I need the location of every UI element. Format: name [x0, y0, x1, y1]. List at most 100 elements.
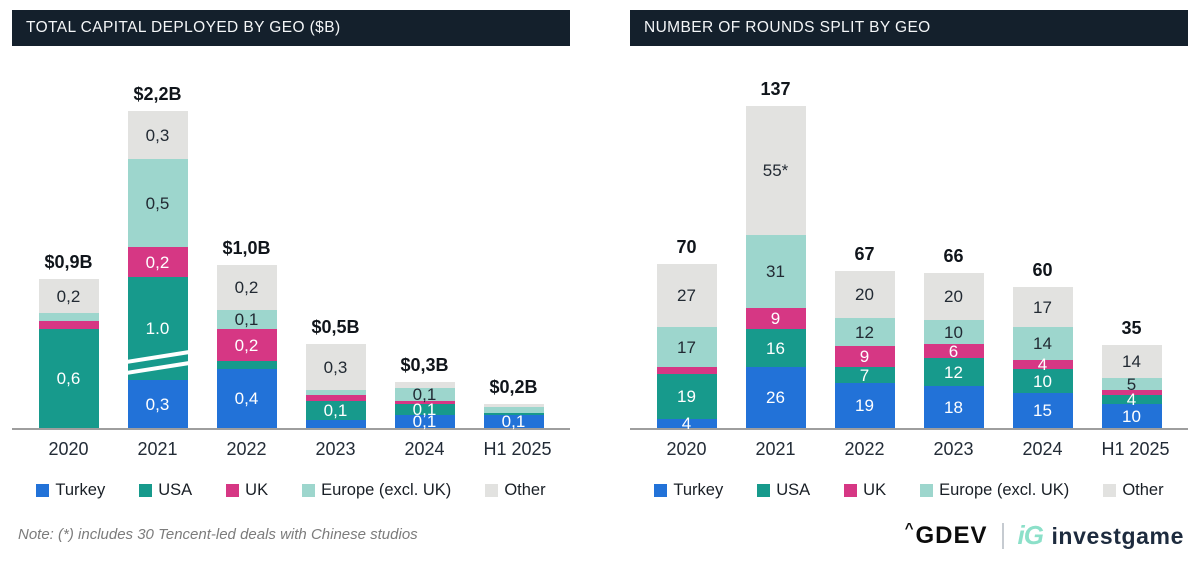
segment-value-label: 12 [944, 362, 963, 382]
bar-segment-europe [483, 407, 544, 413]
legend-swatch-europe [302, 484, 316, 497]
bar-segment-other: 55* [745, 106, 806, 235]
bar-total-label: 66 [943, 246, 964, 266]
bar-column-2022: 67 20 12 9 7 19 [834, 244, 895, 428]
bar-total-label: 35 [1121, 318, 1142, 338]
legend-label-usa: USA [158, 481, 193, 499]
segment-value-label: 0,1 [323, 401, 348, 420]
bar-segment-usa: 4 [1101, 391, 1162, 408]
bar-segment-turkey: 18 [923, 386, 984, 428]
x-axis-label: 2022 [226, 439, 267, 459]
bar-total-label: 67 [854, 244, 875, 264]
bar-segment-uk [394, 401, 455, 404]
segment-value-label: 0,2 [234, 278, 259, 297]
legend-item-other: Other [1103, 481, 1164, 500]
bar-total-label: $0,5B [311, 317, 360, 337]
bar-column-2024: 60 17 14 4 10 15 [1012, 260, 1073, 428]
bar-segment-usa: 16 [745, 329, 806, 367]
legend-label-europe: Europe (excl. UK) [939, 481, 1070, 499]
segment-value-label: 12 [855, 322, 874, 342]
bar-segment-turkey: 0,1 [483, 412, 544, 431]
bar-total-label: 137 [760, 79, 791, 99]
bar-segment-other: 0,3 [127, 111, 188, 159]
legend-swatch-europe [920, 484, 934, 497]
segment-value-label: 16 [766, 338, 785, 358]
capital-chart-legend: Turkey USA UK Europe (excl. UK) Other [12, 481, 570, 500]
bar-column-2023: 66 20 10 6 12 18 [923, 246, 984, 428]
bar-total-label: $1,0B [222, 238, 271, 258]
bar-column-2023: $0,5B 0,3 0,1 [305, 317, 366, 428]
segment-value-label: 0,2 [234, 335, 259, 355]
legend-item-turkey: Turkey [654, 481, 723, 500]
segment-value-label: 0,1 [501, 412, 526, 431]
rounds-chart-plot-area: 70 27 17 19 4 137 55* 31 9 16 26 67 20 12 9 7 19 66 20 10 6 1… [630, 56, 1188, 432]
bar-segment-europe: 31 [745, 235, 806, 308]
chart-title-capital: TOTAL CAPITAL DEPLOYED BY GEO ($B) [12, 10, 570, 46]
segment-value-label: 6 [948, 341, 959, 361]
bar-segment-europe: 0,5 [127, 159, 188, 247]
bar-column-2024: $0,3B 0,1 0,1 0,1 [394, 355, 455, 430]
bar-total-label: $0,9B [44, 252, 93, 272]
bar-segment-usa [216, 361, 277, 369]
segment-value-label: 10 [1122, 406, 1141, 426]
segment-value-label: 0,4 [234, 389, 259, 408]
segment-value-label: 0,1 [412, 385, 437, 404]
investgame-logo: iG investgame [1018, 520, 1184, 551]
gdev-logo: ^ GDEV [905, 520, 988, 550]
bar-segment-europe: 14 [1012, 327, 1073, 360]
bar-segment-turkey [305, 420, 366, 428]
gdev-logo-text: GDEV [915, 521, 988, 549]
segment-value-label: 0,1 [412, 400, 437, 419]
x-axis-label: 2024 [1022, 439, 1063, 459]
bar-segment-europe [38, 313, 99, 321]
bar-segment-other [483, 404, 544, 407]
bar-segment-uk: 0,2 [216, 329, 277, 361]
bar-segment-usa: 0,1 [394, 400, 455, 419]
legend-item-usa: USA [139, 481, 192, 500]
rounds-chart-x-axis: 2020 2021 2022 2023 2024 H1 2025 [630, 439, 1188, 460]
bar-column-2020: $0,9B 0,2 0,6 [38, 252, 99, 428]
bar-total-label: $2,2B [133, 84, 182, 104]
investgame-icon: iG [1017, 520, 1044, 550]
legend-item-turkey: Turkey [36, 481, 105, 500]
segment-value-label: 17 [677, 337, 696, 357]
chart-title-rounds-text: NUMBER OF ROUNDS SPLIT BY GEO [644, 19, 931, 36]
segment-value-label: 20 [944, 287, 963, 306]
legend-label-usa: USA [776, 481, 811, 499]
bar-segment-uk: 4 [1012, 356, 1073, 373]
bar-column-2020: 70 27 17 19 4 [656, 237, 717, 432]
segment-value-label: 31 [766, 262, 785, 281]
legend-swatch-turkey [654, 484, 668, 497]
bar-segment-turkey: 15 [1012, 393, 1073, 428]
segment-value-label: 4 [681, 414, 692, 433]
chart-capital-deployed: TOTAL CAPITAL DEPLOYED BY GEO ($B) $0,9B… [12, 10, 570, 500]
legend-item-uk: UK [226, 481, 268, 500]
segment-value-label: 17 [1033, 297, 1052, 317]
investgame-logo-text: investgame [1051, 523, 1184, 549]
segment-value-label: 14 [1033, 334, 1052, 353]
bar-segment-uk [305, 395, 366, 401]
legend-swatch-uk [226, 484, 240, 497]
bar-total-label: $0,2B [489, 377, 538, 397]
legend-swatch-other [485, 484, 499, 497]
legend-swatch-usa [139, 484, 153, 497]
bar-segment-other: 0,3 [305, 344, 366, 390]
bar-segment-uk [1101, 390, 1162, 395]
bar-segment-turkey: 19 [834, 383, 895, 428]
segment-value-label: 15 [1033, 401, 1052, 420]
segment-value-label: 20 [855, 285, 874, 304]
legend-item-usa: USA [757, 481, 810, 500]
segment-value-label: 19 [677, 387, 696, 406]
segment-value-label: 18 [944, 397, 963, 417]
bar-column-2021: $2,2B 0,3 0,5 0,2 1.0 0,3 [127, 84, 188, 428]
legend-item-uk: UK [844, 481, 886, 500]
x-axis-label: 2022 [844, 439, 885, 459]
bar-segment-usa: 10 [1012, 369, 1073, 393]
bar-segment-europe: 5 [1101, 376, 1162, 393]
bar-segment-uk: 0,2 [127, 247, 188, 277]
bar-segment-uk: 9 [834, 346, 895, 367]
chart-rounds-split: NUMBER OF ROUNDS SPLIT BY GEO 70 27 17 19 4 1… [630, 10, 1188, 500]
segment-value-label: 0,3 [323, 357, 348, 377]
bar-segment-usa: 0,1 [305, 401, 366, 420]
bar-segment-usa: 1.0 [127, 277, 188, 380]
